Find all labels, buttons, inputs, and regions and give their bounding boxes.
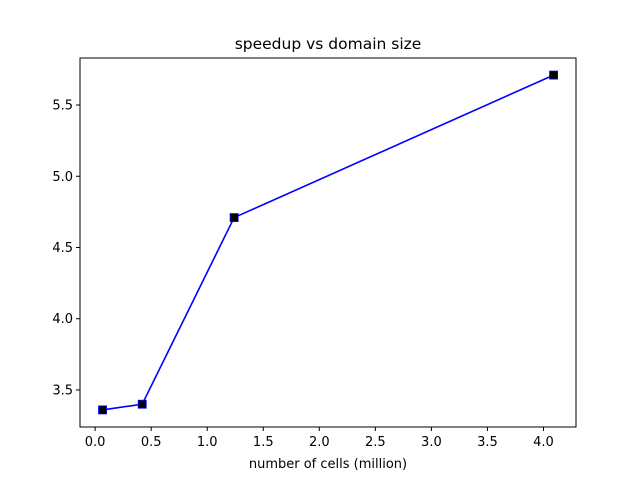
y-tick-label: 4.5 [52, 241, 73, 256]
x-axis-label: number of cells (million) [249, 457, 407, 472]
x-tick-label: 1.5 [253, 435, 274, 450]
plot-area [80, 58, 576, 427]
chart-title: speedup vs domain size [235, 35, 422, 53]
y-tick-label: 3.5 [52, 383, 73, 398]
data-point-marker [229, 213, 239, 222]
plot-frame [79, 57, 577, 428]
x-tick-label: 4.0 [533, 435, 554, 450]
x-tick-label: 3.0 [421, 435, 442, 450]
x-tick-label: 0.5 [141, 435, 162, 450]
y-tick-label: 5.0 [52, 170, 73, 185]
x-tick-label: 0.0 [85, 435, 106, 450]
x-tick-label: 2.5 [365, 435, 386, 450]
x-tick-label: 1.0 [197, 435, 218, 450]
x-tick-label: 3.5 [477, 435, 498, 450]
data-point-marker [549, 70, 558, 80]
series-layer [98, 70, 558, 415]
axes-ticks: 0.0 0.5 1.0 1.5 2.0 2.5 3.0 3.5 4.0 3.5 4.0 4.5 5.0 5… [52, 99, 554, 450]
y-tick-label: 4.0 [52, 312, 73, 327]
data-point-marker [98, 405, 107, 415]
series-line [102, 74, 554, 411]
data-point-marker [137, 399, 147, 409]
x-tick-label: 2.0 [309, 435, 330, 450]
y-tick-label: 5.5 [52, 99, 73, 114]
